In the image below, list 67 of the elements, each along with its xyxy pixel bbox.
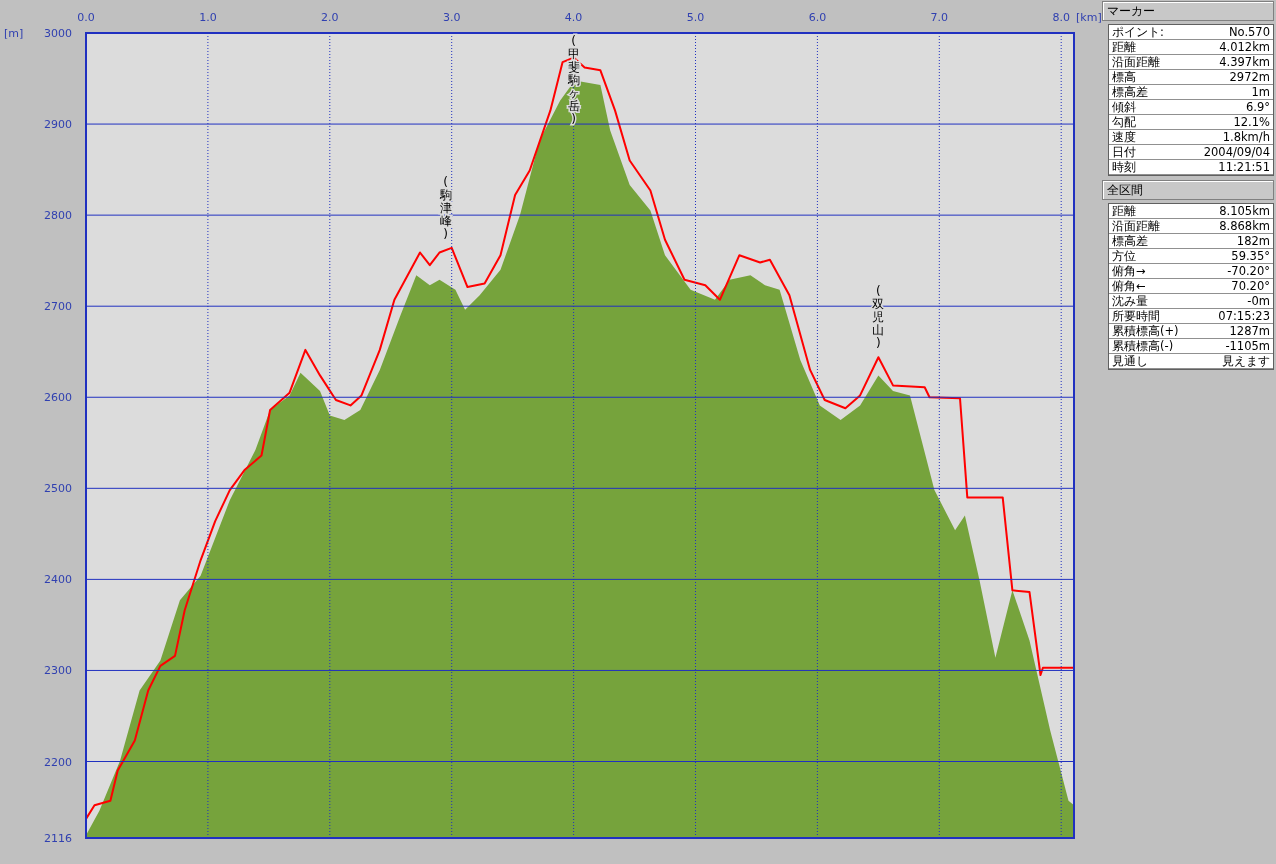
text: 2972m <box>1229 70 1270 84</box>
text: 距離 <box>1112 204 1136 218</box>
text: 07:15:23 <box>1218 309 1270 323</box>
text: 1m <box>1251 85 1270 99</box>
text: 日付 <box>1112 145 1136 159</box>
annotation: (駒津峰) <box>438 174 452 241</box>
text: 俯角← <box>1112 279 1146 293</box>
text: 1287m <box>1229 324 1270 338</box>
y-tick-label: 2500 <box>44 482 72 496</box>
text: 182m <box>1236 234 1270 248</box>
x-tick-label: 0.0 <box>77 11 95 24</box>
x-axis-title: [km] <box>1076 11 1102 24</box>
text: 俯角→ <box>1112 264 1146 278</box>
text: 標高差 <box>1112 85 1148 99</box>
text: 累積標高(+) <box>1112 324 1179 338</box>
text: 1.8km/h <box>1222 130 1270 144</box>
y-tick-label: 2200 <box>44 755 72 769</box>
text: 11:21:51 <box>1218 160 1270 174</box>
text: 全区間 <box>1102 180 1274 200</box>
text: 沿面距離 <box>1112 219 1160 233</box>
text: 8.105km <box>1219 204 1270 218</box>
text: 所要時間 <box>1112 309 1160 323</box>
text: 8.868km <box>1219 219 1270 233</box>
x-tick-label: 2.0 <box>321 11 339 24</box>
x-tick-label: 6.0 <box>808 11 827 24</box>
y-tick-label: 2400 <box>44 573 72 587</box>
text: 12.1% <box>1233 115 1270 129</box>
text: 時刻 <box>1112 160 1136 174</box>
text: 速度 <box>1112 130 1136 144</box>
x-tick-label: 3.0 <box>442 11 461 24</box>
text: 4.397km <box>1219 55 1270 69</box>
text: -0m <box>1247 294 1270 308</box>
text: 2004/09/04 <box>1203 145 1270 159</box>
annotation: (甲斐駒ヶ岳) <box>566 34 580 126</box>
y-axis-title: [m] <box>4 27 24 40</box>
text: 傾斜 <box>1112 100 1136 114</box>
text: 見えます <box>1222 354 1270 368</box>
y-tick-label: 2300 <box>44 664 72 678</box>
text: 沈み量 <box>1112 294 1148 308</box>
y-tick-label: 2116 <box>44 832 72 845</box>
text: 距離 <box>1112 40 1136 54</box>
text: ポイント: <box>1112 25 1164 39</box>
text: 方位 <box>1112 249 1136 263</box>
text: 6.9° <box>1245 100 1270 114</box>
x-tick-label: 8.0 <box>1052 11 1070 24</box>
text: -70.20° <box>1227 264 1270 278</box>
text: 勾配 <box>1112 115 1136 129</box>
text: 見通し <box>1112 354 1148 368</box>
text: 59.35° <box>1231 249 1270 263</box>
x-tick-label: 7.0 <box>930 11 949 24</box>
text: 標高 <box>1112 70 1136 84</box>
text: 累積標高(-) <box>1112 339 1174 353</box>
x-tick-label: 4.0 <box>564 11 583 24</box>
text: 標高差 <box>1112 234 1148 248</box>
text: -1105m <box>1225 339 1270 353</box>
y-tick-label: 2800 <box>44 209 72 223</box>
text: 70.20° <box>1231 279 1270 293</box>
y-tick-label: 2600 <box>44 391 72 405</box>
x-tick-label: 5.0 <box>686 11 705 24</box>
x-tick-label: 1.0 <box>199 11 217 24</box>
text: No.570 <box>1228 25 1270 39</box>
text: 沿面距離 <box>1112 55 1160 69</box>
y-tick-label: 2900 <box>44 118 72 132</box>
text: マーカー <box>1102 1 1274 21</box>
text: 4.012km <box>1219 40 1270 54</box>
y-tick-label: 2700 <box>44 300 72 314</box>
y-tick-label: 3000 <box>44 27 72 40</box>
